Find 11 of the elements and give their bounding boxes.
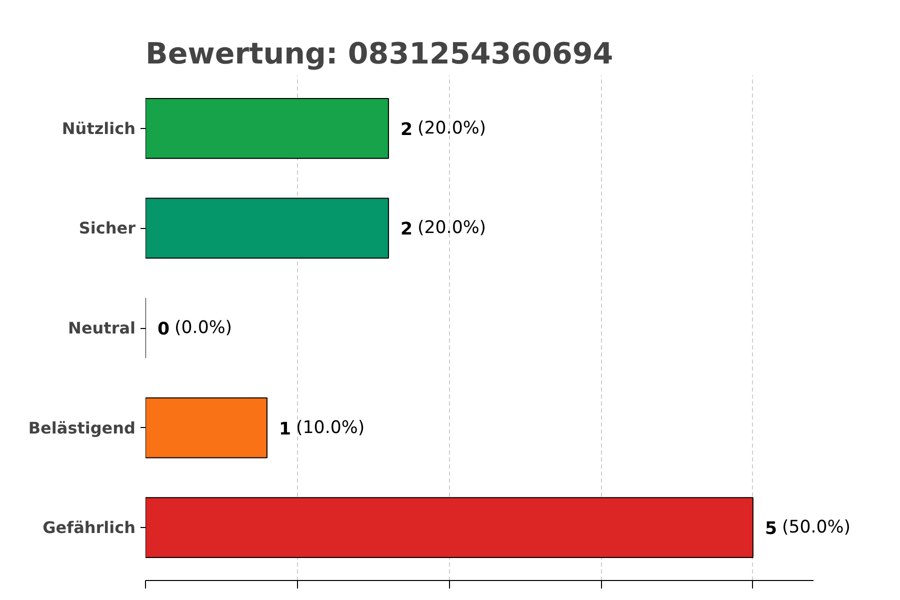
y-tick-label: Neutral bbox=[68, 318, 136, 338]
data-label: 2 (20.0%) bbox=[400, 118, 486, 140]
y-tick-label: Nützlich bbox=[62, 118, 136, 138]
y-tick-label: Sicher bbox=[78, 218, 136, 238]
data-label: 1 (10.0%) bbox=[279, 418, 365, 440]
y-tick-label: Gefährlich bbox=[42, 518, 136, 538]
chart-title: Bewertung: 0831254360694 bbox=[146, 36, 614, 70]
data-label: 5 (50.0%) bbox=[764, 518, 851, 540]
data-label: 2 (20.0%) bbox=[400, 218, 486, 240]
y-tick-label: Belästigend bbox=[28, 418, 136, 438]
data-label: 0 (0.0%) bbox=[158, 318, 232, 340]
